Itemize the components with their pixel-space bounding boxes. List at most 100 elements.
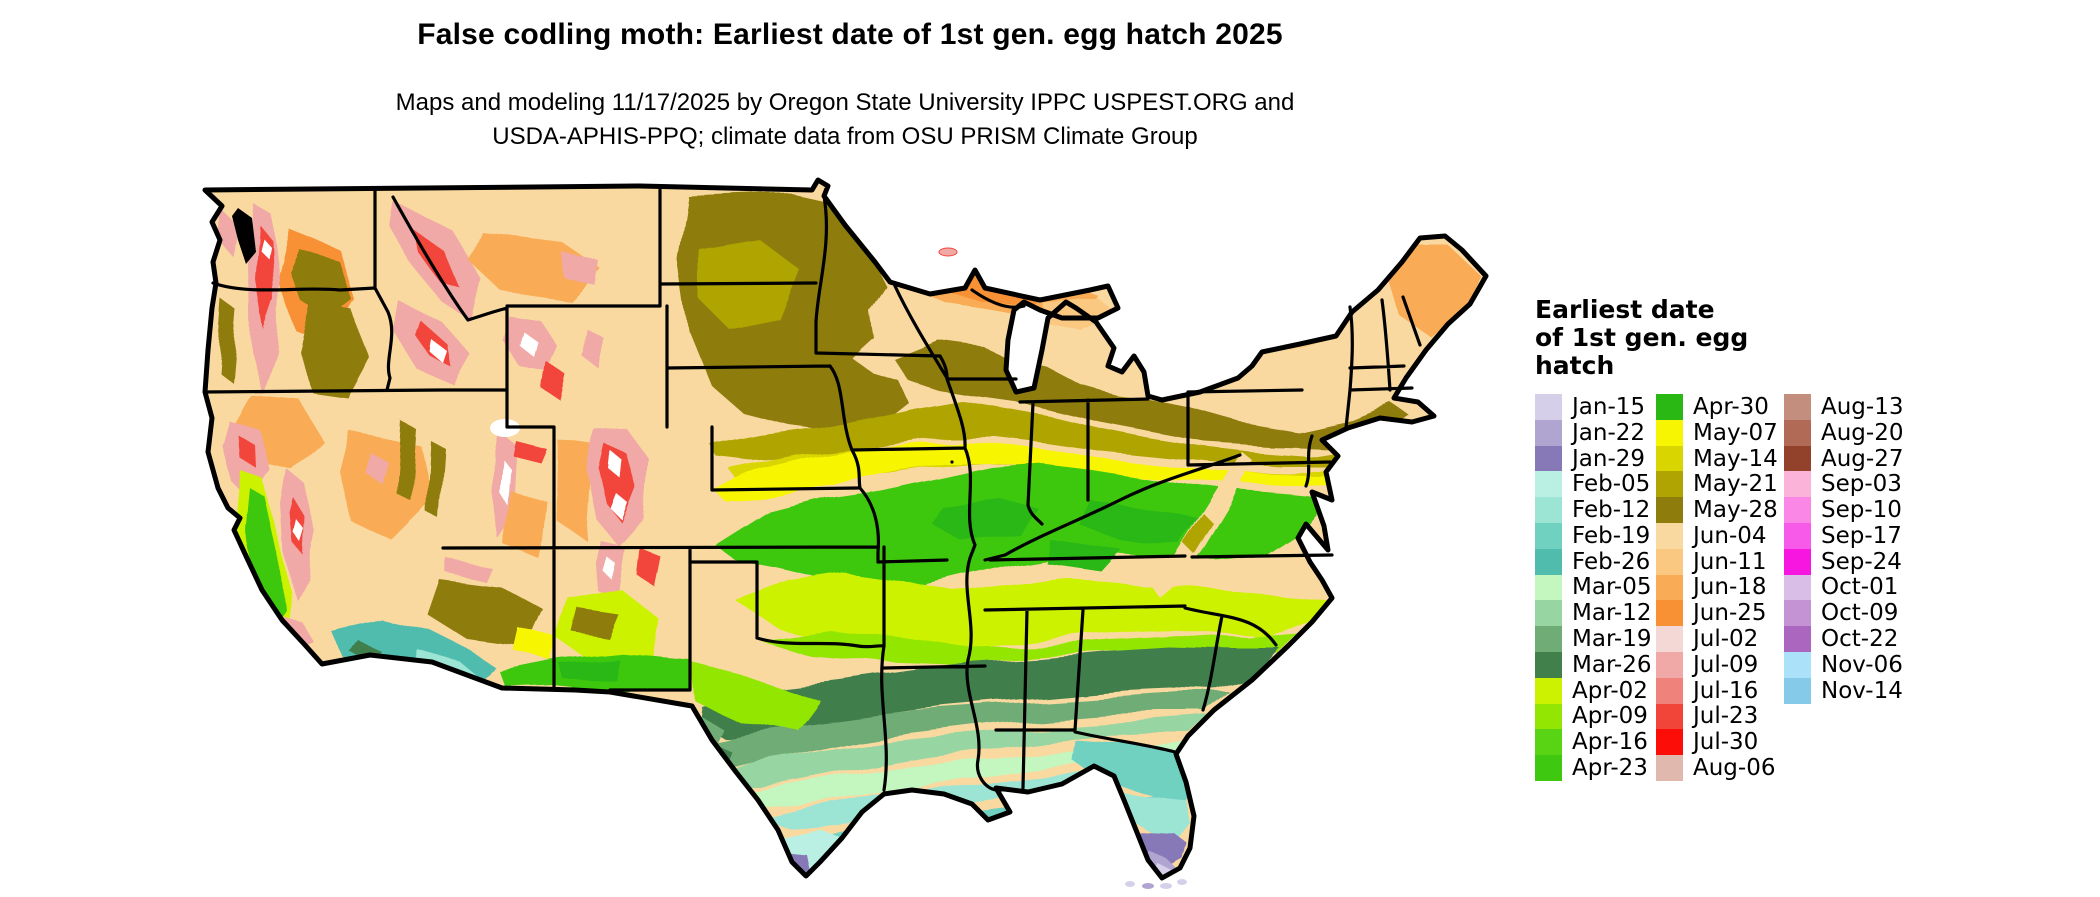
isle-royale-speck bbox=[938, 247, 958, 257]
legend-row: Aug-06 bbox=[1656, 755, 1778, 781]
legend-label: Aug-20 bbox=[1821, 419, 1904, 446]
legend-row: May-14 bbox=[1656, 446, 1778, 472]
legend-swatch bbox=[1656, 677, 1683, 704]
legend-label: Nov-14 bbox=[1821, 677, 1903, 704]
legend: Earliest date of 1st gen. egg hatch Jan-… bbox=[1535, 296, 2095, 781]
legend-row: May-28 bbox=[1656, 497, 1778, 523]
legend-row: Feb-26 bbox=[1535, 549, 1652, 575]
legend-swatch bbox=[1656, 548, 1683, 575]
legend-row: Mar-26 bbox=[1535, 652, 1652, 678]
legend-swatch bbox=[1656, 419, 1683, 446]
legend-row: May-07 bbox=[1656, 420, 1778, 446]
legend-row: Apr-16 bbox=[1535, 729, 1652, 755]
legend-row: Oct-01 bbox=[1784, 574, 1903, 601]
legend-swatch bbox=[1535, 497, 1562, 523]
subtitle-line-2: USDA-APHIS-PPQ; climate data from OSU PR… bbox=[492, 123, 1198, 150]
legend-row: Jul-02 bbox=[1656, 626, 1778, 652]
legend-swatch bbox=[1784, 394, 1811, 420]
legend-label: Oct-22 bbox=[1821, 626, 1899, 653]
legend-row: Jul-16 bbox=[1656, 678, 1778, 704]
legend-label: May-14 bbox=[1693, 445, 1778, 472]
legend-swatch bbox=[1784, 651, 1811, 678]
legend-row: Jun-11 bbox=[1656, 549, 1778, 575]
legend-swatch bbox=[1535, 394, 1562, 420]
legend-title-line-2: of 1st gen. egg bbox=[1535, 323, 1749, 352]
legend-swatch bbox=[1535, 548, 1562, 575]
legend-swatch bbox=[1535, 471, 1562, 498]
puget-sound bbox=[232, 208, 256, 264]
state-borders bbox=[203, 188, 1422, 792]
legend-row: Oct-22 bbox=[1784, 626, 1903, 652]
legend-swatch bbox=[1535, 445, 1562, 472]
legend-title-line-3: hatch bbox=[1535, 351, 1615, 380]
legend-swatch bbox=[1784, 419, 1811, 446]
legend-column-1: Jan-15 Jan-22 Jan-29 Feb-05 Feb-12 Feb-19 Feb-… bbox=[1535, 394, 1652, 781]
legend-label: Jan-15 bbox=[1572, 393, 1646, 420]
florida-keys bbox=[1125, 879, 1187, 889]
legend-swatch bbox=[1656, 471, 1683, 498]
legend-label: Jun-18 bbox=[1693, 574, 1767, 601]
legend-row: Nov-14 bbox=[1784, 678, 1903, 704]
legend-swatch bbox=[1656, 755, 1683, 781]
legend-row: Sep-10 bbox=[1784, 497, 1903, 523]
legend-row: Jul-23 bbox=[1656, 703, 1778, 730]
legend-row: Mar-19 bbox=[1535, 626, 1652, 652]
legend-swatch bbox=[1535, 651, 1562, 678]
legend-label: Apr-23 bbox=[1572, 755, 1648, 782]
page-title: False codling moth: Earliest date of 1st… bbox=[417, 18, 1283, 51]
legend-row: Jul-09 bbox=[1656, 652, 1778, 678]
legend-label: Sep-03 bbox=[1821, 471, 1902, 498]
legend-label: Jun-25 bbox=[1693, 600, 1767, 627]
legend-swatch bbox=[1656, 626, 1683, 652]
us-outline bbox=[202, 177, 1489, 881]
legend-label: Mar-12 bbox=[1572, 600, 1652, 627]
legend-label: Jul-09 bbox=[1693, 651, 1759, 678]
legend-label: Oct-01 bbox=[1821, 574, 1899, 601]
legend-swatch bbox=[1656, 600, 1683, 627]
legend-row: Sep-17 bbox=[1784, 523, 1903, 549]
legend-label: May-07 bbox=[1693, 419, 1778, 446]
legend-row: Jun-04 bbox=[1656, 523, 1778, 549]
legend-swatch bbox=[1784, 600, 1811, 627]
legend-swatch bbox=[1535, 703, 1562, 730]
legend-swatch bbox=[1784, 471, 1811, 498]
legend-row: Mar-12 bbox=[1535, 600, 1652, 626]
legend-row: Aug-20 bbox=[1784, 420, 1903, 446]
legend-row: Apr-30 bbox=[1656, 394, 1778, 420]
legend-label: Jul-23 bbox=[1693, 703, 1759, 730]
legend-label: Apr-02 bbox=[1572, 677, 1648, 704]
legend-swatch bbox=[1535, 574, 1562, 601]
map-land bbox=[205, 180, 1486, 878]
legend-swatch bbox=[1656, 394, 1683, 420]
legend-label: Aug-06 bbox=[1693, 755, 1776, 782]
legend-row: Aug-13 bbox=[1784, 394, 1903, 420]
legend-swatch bbox=[1784, 548, 1811, 575]
legend-row: Jul-30 bbox=[1656, 729, 1778, 755]
legend-label: Mar-05 bbox=[1572, 574, 1652, 601]
legend-row: Oct-09 bbox=[1784, 600, 1903, 626]
legend-row: Apr-23 bbox=[1535, 755, 1652, 781]
legend-label: Mar-26 bbox=[1572, 651, 1652, 678]
legend-label: May-21 bbox=[1693, 471, 1778, 498]
legend-row: May-21 bbox=[1656, 471, 1778, 497]
legend-label: Feb-05 bbox=[1572, 471, 1651, 498]
legend-label: Mar-19 bbox=[1572, 626, 1652, 653]
legend-title: Earliest date of 1st gen. egg hatch bbox=[1535, 296, 2095, 380]
legend-swatch bbox=[1784, 522, 1811, 549]
legend-label: Apr-09 bbox=[1572, 703, 1648, 730]
legend-row: Feb-05 bbox=[1535, 471, 1652, 497]
legend-swatch bbox=[1656, 522, 1683, 549]
legend-swatch bbox=[1656, 497, 1683, 523]
legend-row: Sep-24 bbox=[1784, 549, 1903, 575]
legend-label: Sep-17 bbox=[1821, 522, 1902, 549]
legend-label: Aug-27 bbox=[1821, 445, 1904, 472]
legend-swatch bbox=[1535, 729, 1562, 756]
legend-label: Aug-13 bbox=[1821, 393, 1904, 420]
legend-column-3: Aug-13 Aug-20 Aug-27 Sep-03 Sep-10 Sep-17 Sep-… bbox=[1784, 394, 1903, 704]
subtitle-line-1: Maps and modeling 11/17/2025 by Oregon S… bbox=[395, 89, 1295, 116]
page-subtitle: Maps and modeling 11/17/2025 by Oregon S… bbox=[0, 86, 1690, 154]
legend-label: Oct-09 bbox=[1821, 600, 1899, 627]
legend-swatch bbox=[1784, 677, 1811, 704]
legend-row: Nov-06 bbox=[1784, 652, 1903, 678]
